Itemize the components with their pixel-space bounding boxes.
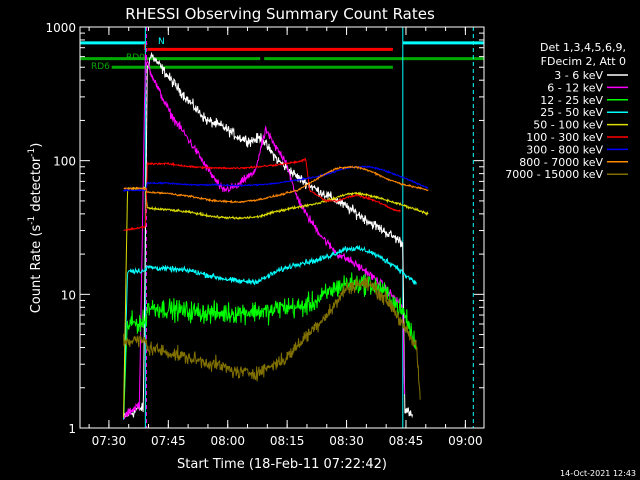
y-tick-label: 1000 xyxy=(45,21,76,35)
y-axis-label-mid: detector xyxy=(29,156,44,216)
series-line-8 xyxy=(123,165,429,204)
observing-flags: NFRD0RD6 xyxy=(80,37,484,72)
series-line-7 xyxy=(123,165,429,193)
timestamp: 14-Oct-2021 12:43 xyxy=(560,469,636,478)
legend-label: 50 - 100 keV xyxy=(533,119,603,132)
legend-header: FDecim 2, Att 0 xyxy=(541,55,626,68)
x-tick-label: 07:30 xyxy=(92,434,127,448)
x-tick-label: 08:45 xyxy=(389,434,424,448)
series-line-6 xyxy=(123,157,401,232)
legend-label: 12 - 25 keV xyxy=(540,94,603,107)
y-tick-label: 10 xyxy=(61,288,76,302)
series-line-5 xyxy=(123,186,429,418)
flag-rd0-label: RD0 xyxy=(126,53,145,63)
y-axis-label-main: Count Rate (s xyxy=(29,225,44,314)
series-line-4 xyxy=(123,244,417,420)
x-tick-label: 09:00 xyxy=(448,434,483,448)
legend-label: 3 - 6 keV xyxy=(554,69,603,82)
flag-rd6-label: RD6 xyxy=(91,62,110,72)
flag-n-label: N xyxy=(158,37,165,47)
series-lines xyxy=(123,51,429,420)
y-axis-label: Count Rate (s-1 detector-1) xyxy=(27,143,44,314)
legend-label: 300 - 800 keV xyxy=(526,143,603,156)
legend: Det 1,3,4,5,6,9,FDecim 2, Att 03 - 6 keV… xyxy=(505,41,628,181)
y-tick-label: 100 xyxy=(53,155,76,169)
x-tick-label: 08:15 xyxy=(270,434,305,448)
series-line-9 xyxy=(123,276,421,400)
x-tick-label: 08:00 xyxy=(210,434,245,448)
y-tick-label: 1 xyxy=(68,422,76,436)
x-tick-label: 08:30 xyxy=(329,434,364,448)
y-axis-label-end: ) xyxy=(29,143,44,148)
plot-frame xyxy=(79,26,485,429)
legend-label: 100 - 300 keV xyxy=(526,131,603,144)
chart-title: RHESSI Observing Summary Count Rates xyxy=(125,5,435,23)
y-axis-label-sup2: -1 xyxy=(27,148,37,157)
x-axis-label: Start Time (18-Feb-11 07:22:42) xyxy=(177,457,387,472)
legend-label: 25 - 50 keV xyxy=(540,106,603,119)
series-line-1 xyxy=(123,51,413,419)
y-axis-label-sup1: -1 xyxy=(27,216,37,225)
x-tick-label: 07:45 xyxy=(151,434,186,448)
axis-ticks: 07:30 07:45 08:00 08:15 08:30 08:45 09:00 1 10 10… xyxy=(45,21,484,448)
legend-label: 800 - 7000 keV xyxy=(519,156,603,169)
legend-label: 6 - 12 keV xyxy=(547,81,603,94)
series-line-2 xyxy=(123,53,405,420)
legend-label: 7000 - 15000 keV xyxy=(505,168,603,181)
legend-header: Det 1,3,4,5,6,9, xyxy=(540,41,626,54)
